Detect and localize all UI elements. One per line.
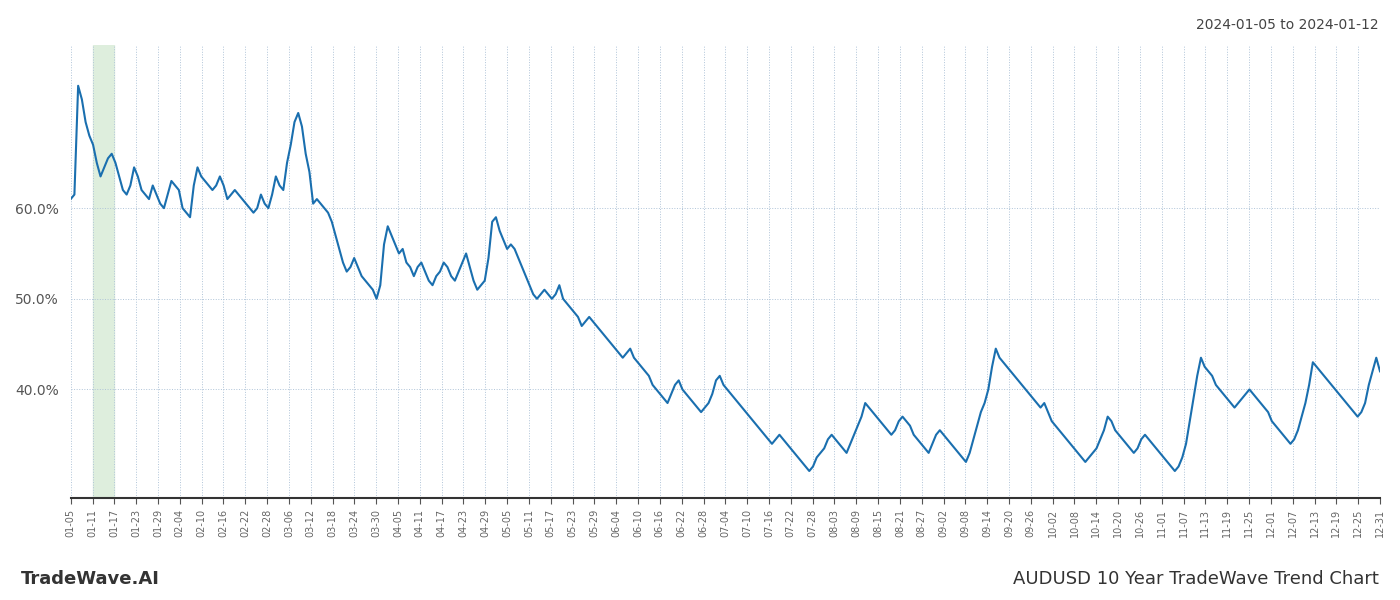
- Bar: [92, 45, 115, 498]
- Text: AUDUSD 10 Year TradeWave Trend Chart: AUDUSD 10 Year TradeWave Trend Chart: [1014, 570, 1379, 588]
- Text: 2024-01-05 to 2024-01-12: 2024-01-05 to 2024-01-12: [1197, 18, 1379, 32]
- Text: TradeWave.AI: TradeWave.AI: [21, 570, 160, 588]
